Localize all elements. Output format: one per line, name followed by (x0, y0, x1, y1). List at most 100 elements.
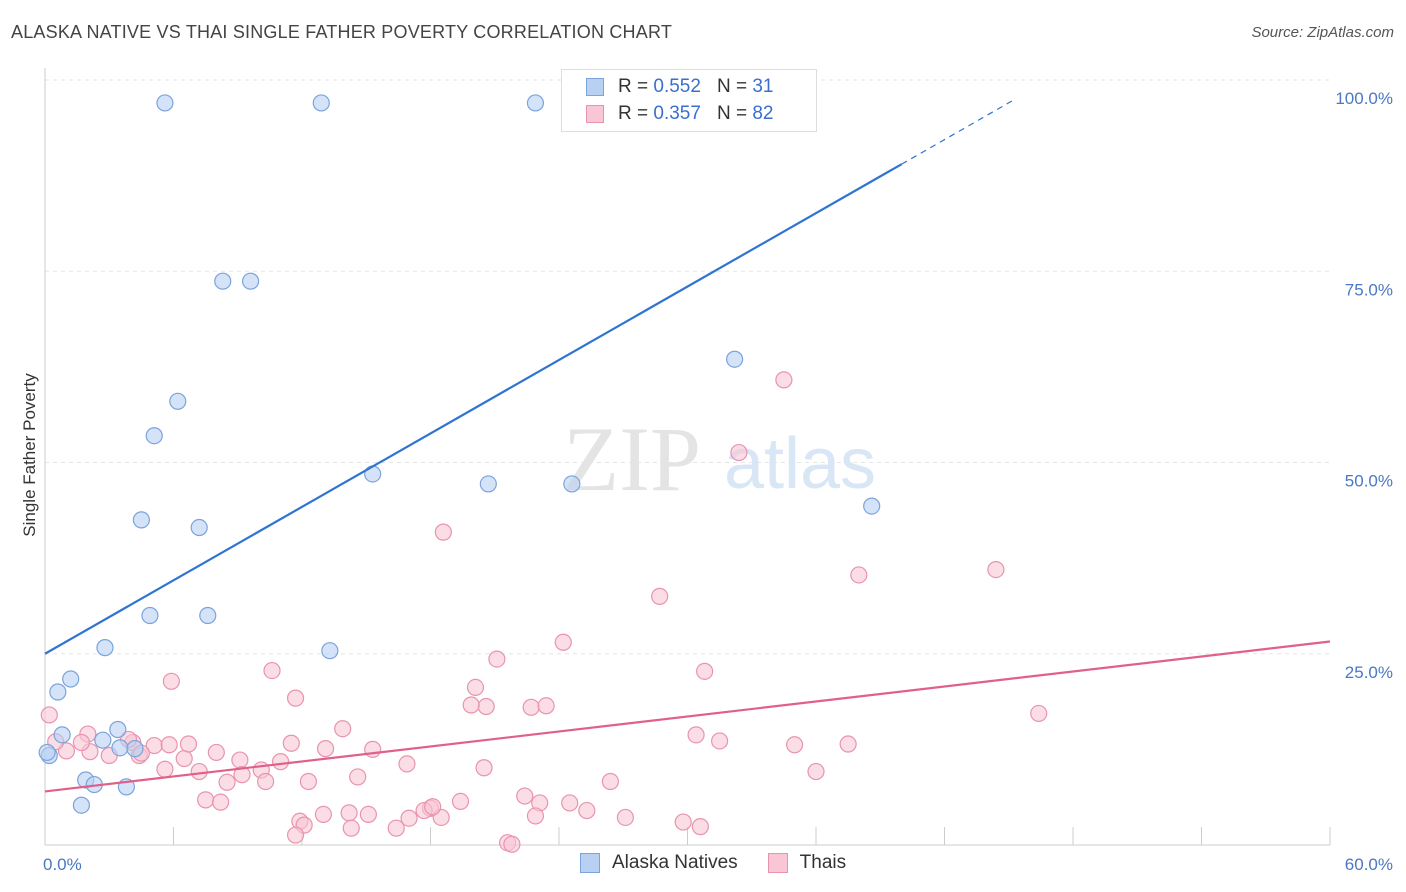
thais-point (282, 734, 300, 752)
alaska-natives-point (38, 743, 56, 762)
source-label: Source: ZipAtlas.com (1251, 24, 1394, 41)
thais-point (359, 805, 377, 824)
thais-point (156, 760, 174, 778)
thais-point (263, 661, 281, 680)
thais-point (256, 772, 275, 791)
thais-points (40, 371, 1048, 853)
alaska-natives-point (214, 272, 232, 290)
thais-point (160, 736, 178, 754)
thais-point (424, 798, 442, 816)
thais-point (398, 755, 416, 773)
thais-point (340, 804, 358, 822)
correlation-legend: R = 0.552 N = 31 R = 0.357 N = 82 (561, 69, 817, 132)
thais-point (462, 696, 480, 714)
thais-point (175, 749, 193, 768)
legend-n-label: N = (716, 76, 748, 97)
thais-point (687, 726, 705, 744)
thais-point (299, 772, 318, 791)
thais-point (561, 794, 579, 812)
alaska-natives-point (863, 497, 881, 515)
series-swatch-pink (767, 853, 788, 873)
series-legend-thais: Thais (767, 852, 847, 874)
legend-row-alaska-natives: R = 0.552 N = 31 (586, 75, 773, 99)
thais-point (537, 697, 555, 715)
thais-point (451, 792, 470, 810)
alaska-natives-trend-line (44, 163, 903, 655)
thais-point (349, 768, 367, 786)
series-swatch-blue (580, 853, 600, 873)
alaska-natives-point (49, 683, 67, 701)
thais-point (711, 732, 729, 750)
alaska-natives-point (94, 731, 112, 749)
alaska-natives-point (156, 94, 174, 112)
thais-point (286, 689, 305, 707)
legend-n-value: 31 (752, 76, 774, 97)
thais-point (286, 826, 305, 844)
thais-point (40, 706, 58, 724)
alaska-natives-trend-extension (901, 98, 1016, 165)
watermark-zip: ZIP (563, 408, 701, 510)
thais-point (775, 371, 793, 389)
legend-r-value: 0.357 (653, 103, 701, 124)
thais-point (477, 697, 495, 716)
y-axis-label: Single Father Poverty (20, 373, 39, 537)
series-legend-alaska-natives: Alaska Natives (580, 852, 738, 874)
thais-point (212, 793, 230, 811)
legend-swatch-blue (586, 78, 604, 96)
series-legend: Alaska Natives Thais (580, 852, 876, 874)
alaska-natives-point (526, 94, 545, 112)
alaska-natives-point (563, 475, 581, 493)
alaska-natives-point (62, 670, 80, 688)
legend-row-thais: R = 0.357 N = 82 (586, 102, 773, 126)
alaska-natives-point (364, 465, 382, 483)
thais-point (400, 809, 418, 827)
thais-point (691, 818, 709, 836)
alaska-natives-point (312, 94, 330, 112)
thais-point (231, 751, 249, 769)
thais-point (72, 733, 91, 752)
thais-point (785, 736, 804, 754)
alaska-natives-point (169, 392, 187, 410)
thais-point (651, 587, 669, 605)
gridlines (45, 79, 1330, 655)
alaska-natives-point (321, 642, 339, 660)
y-tick-label: 25.0% (1345, 663, 1393, 682)
thais-point (554, 633, 572, 651)
series-label: Thais (799, 852, 847, 873)
thais-point (578, 801, 596, 820)
thais-point (342, 819, 360, 837)
trend-lines (44, 98, 1331, 793)
thais-point (674, 813, 692, 831)
thais-point (475, 759, 493, 777)
thais-point (516, 787, 534, 805)
series-label: Alaska Natives (612, 852, 738, 873)
alaska-natives-point (96, 639, 114, 657)
alaska-natives-point (72, 796, 91, 814)
thais-point (334, 720, 352, 738)
thais-point (488, 650, 506, 668)
axis-labels: 25.0% 50.0% 75.0% 100.0% 0.0% 60.0% Single Fat… (20, 89, 1393, 874)
alaska-natives-point (126, 740, 144, 758)
thais-trend-line (44, 640, 1331, 793)
legend-swatch-pink (586, 105, 604, 123)
thais-point (522, 698, 540, 716)
thais-point (730, 443, 748, 462)
thais-point (162, 672, 180, 690)
x-tick-label-max: 60.0% (1345, 855, 1393, 874)
y-tick-label: 100.0% (1335, 89, 1393, 108)
thais-point (696, 662, 714, 680)
thais-point (987, 560, 1005, 579)
thais-point (179, 735, 198, 753)
thais-point (1030, 704, 1048, 723)
x-tick-label-min: 0.0% (43, 855, 82, 874)
alaska-natives-point (145, 427, 163, 445)
y-tick-label: 50.0% (1345, 472, 1393, 491)
thais-point (387, 819, 405, 837)
thais-point (503, 835, 521, 853)
alaska-natives-point (199, 606, 217, 625)
legend-n-value: 82 (752, 103, 774, 124)
y-tick-label: 75.0% (1345, 280, 1393, 299)
legend-r-value: 0.552 (653, 76, 701, 97)
alaska-natives-point (53, 726, 71, 744)
